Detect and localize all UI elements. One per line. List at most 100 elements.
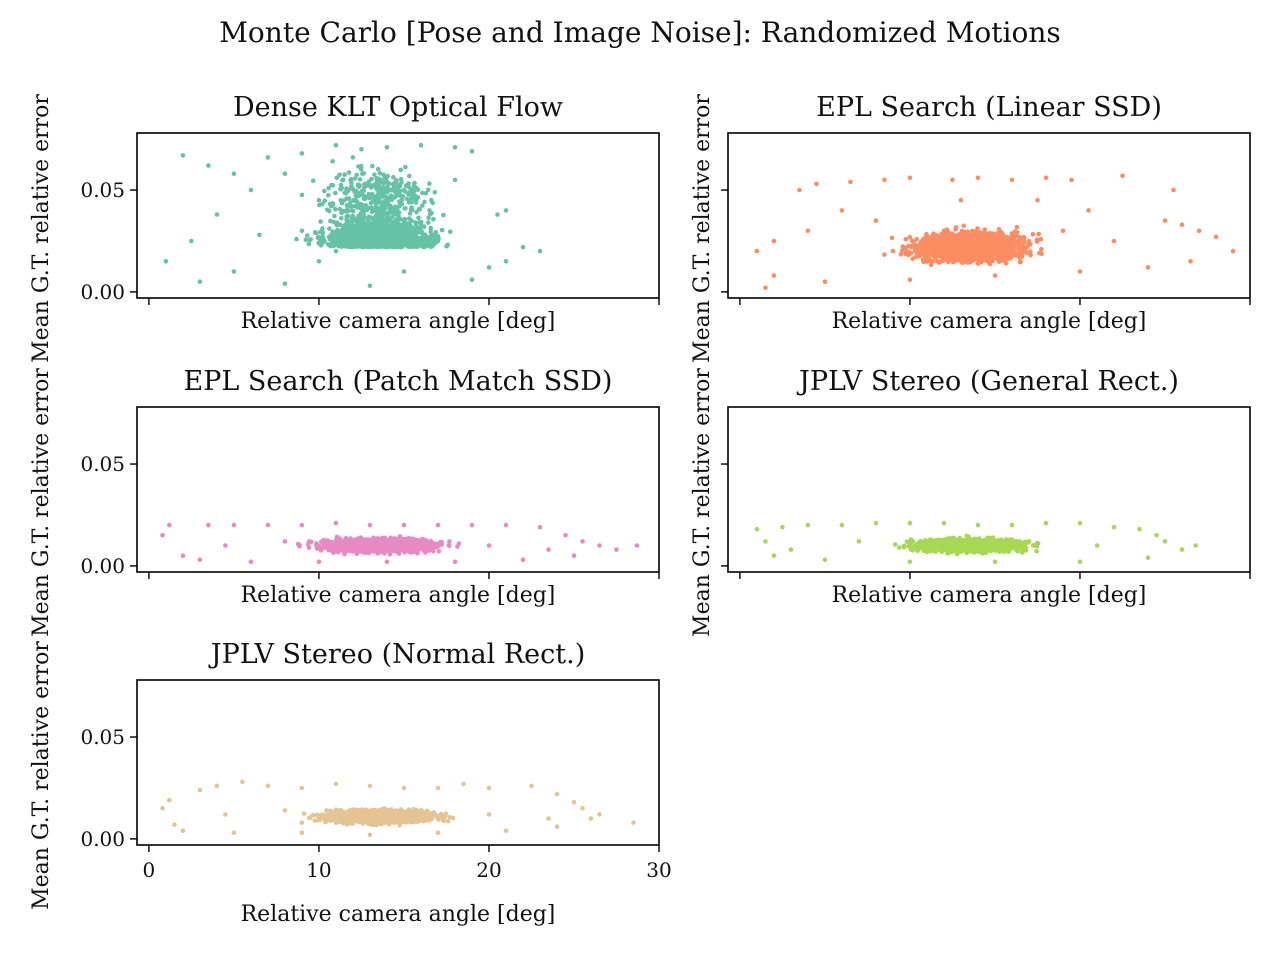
data-point: [307, 237, 313, 243]
data-point: [351, 198, 356, 203]
data-point: [361, 171, 367, 176]
data-point: [422, 199, 427, 205]
data-point: [912, 242, 918, 248]
data-point: [333, 248, 339, 254]
data-point: [428, 244, 433, 250]
data-point: [1005, 251, 1011, 256]
data-point: [353, 216, 359, 222]
data-point: [1230, 248, 1236, 254]
data-point: [365, 216, 370, 221]
data-point: [1000, 252, 1006, 258]
data-point: [903, 251, 908, 257]
data-point: [1009, 236, 1015, 241]
data-point: [377, 171, 383, 176]
x-axis-label: Relative camera angle [deg]: [241, 309, 556, 334]
data-point: [939, 258, 945, 264]
data-point: [503, 208, 509, 213]
y-axis-label: Mean G.T. relative error: [690, 94, 715, 363]
data-point: [416, 215, 421, 221]
data-point: [356, 164, 361, 169]
data-point: [355, 235, 360, 240]
data-point: [421, 244, 427, 250]
data-point: [349, 219, 355, 224]
data-point: [356, 193, 362, 199]
data-point: [360, 240, 365, 245]
data-point: [428, 229, 434, 234]
panel-title: Dense KLT Optical Flow: [233, 92, 563, 123]
data-point: [373, 244, 379, 249]
data-point: [1025, 243, 1030, 249]
data-point: [339, 244, 345, 249]
data-point: [890, 248, 896, 254]
data-point: [1171, 187, 1176, 193]
data-point: [1014, 230, 1020, 235]
data-point: [469, 277, 475, 283]
data-point: [990, 257, 995, 263]
data-point: [958, 248, 963, 253]
data-point: [908, 244, 914, 250]
data-point: [372, 172, 377, 177]
data-point: [345, 208, 351, 214]
data-point: [763, 285, 768, 291]
data-point: [432, 190, 438, 195]
data-point: [966, 248, 971, 253]
data-point: [180, 153, 186, 158]
data-point: [415, 244, 421, 249]
data-point: [338, 198, 344, 203]
data-point: [369, 209, 375, 215]
data-point: [322, 198, 328, 203]
data-point: [419, 229, 425, 235]
data-point: [294, 236, 299, 242]
data-point: [771, 273, 777, 278]
data-point: [320, 226, 325, 231]
data-point: [397, 203, 402, 209]
data-point: [378, 205, 384, 211]
data-point: [339, 210, 344, 216]
data-point: [402, 206, 408, 211]
data-point: [873, 218, 879, 223]
data-point: [950, 177, 955, 183]
data-point: [340, 236, 346, 241]
data-point: [346, 196, 352, 201]
data-point: [1011, 252, 1017, 258]
data-point: [380, 243, 385, 249]
data-point: [822, 279, 828, 285]
data-point: [339, 185, 345, 191]
data-point: [340, 231, 346, 236]
data-point: [327, 201, 333, 207]
data-point: [953, 227, 958, 232]
data-point: [206, 163, 211, 168]
data-point: [1077, 269, 1083, 274]
data-point: [982, 227, 987, 232]
data-point: [359, 235, 365, 240]
data-point: [889, 235, 895, 241]
data-point: [359, 210, 364, 216]
data-point: [332, 213, 337, 219]
data-point: [420, 190, 425, 196]
data-point: [384, 218, 390, 223]
data-point: [421, 233, 427, 239]
data-point: [969, 240, 974, 246]
data-point: [358, 167, 364, 172]
data-point: [417, 225, 423, 230]
data-point: [415, 187, 421, 192]
data-point: [231, 171, 237, 176]
data-point: [1009, 177, 1015, 183]
data-point: [1021, 250, 1026, 255]
data-point: [381, 172, 386, 177]
data-point: [964, 254, 970, 260]
data-point: [399, 197, 405, 203]
data-point: [968, 252, 974, 257]
data-point: [912, 249, 918, 254]
data-point: [332, 240, 337, 246]
data-point: [415, 195, 421, 200]
data-point: [407, 237, 413, 243]
data-point: [882, 177, 887, 183]
data-point: [964, 235, 970, 240]
data-point: [391, 226, 396, 232]
data-point: [398, 167, 404, 173]
data-point: [1017, 259, 1023, 265]
data-point: [399, 193, 404, 199]
